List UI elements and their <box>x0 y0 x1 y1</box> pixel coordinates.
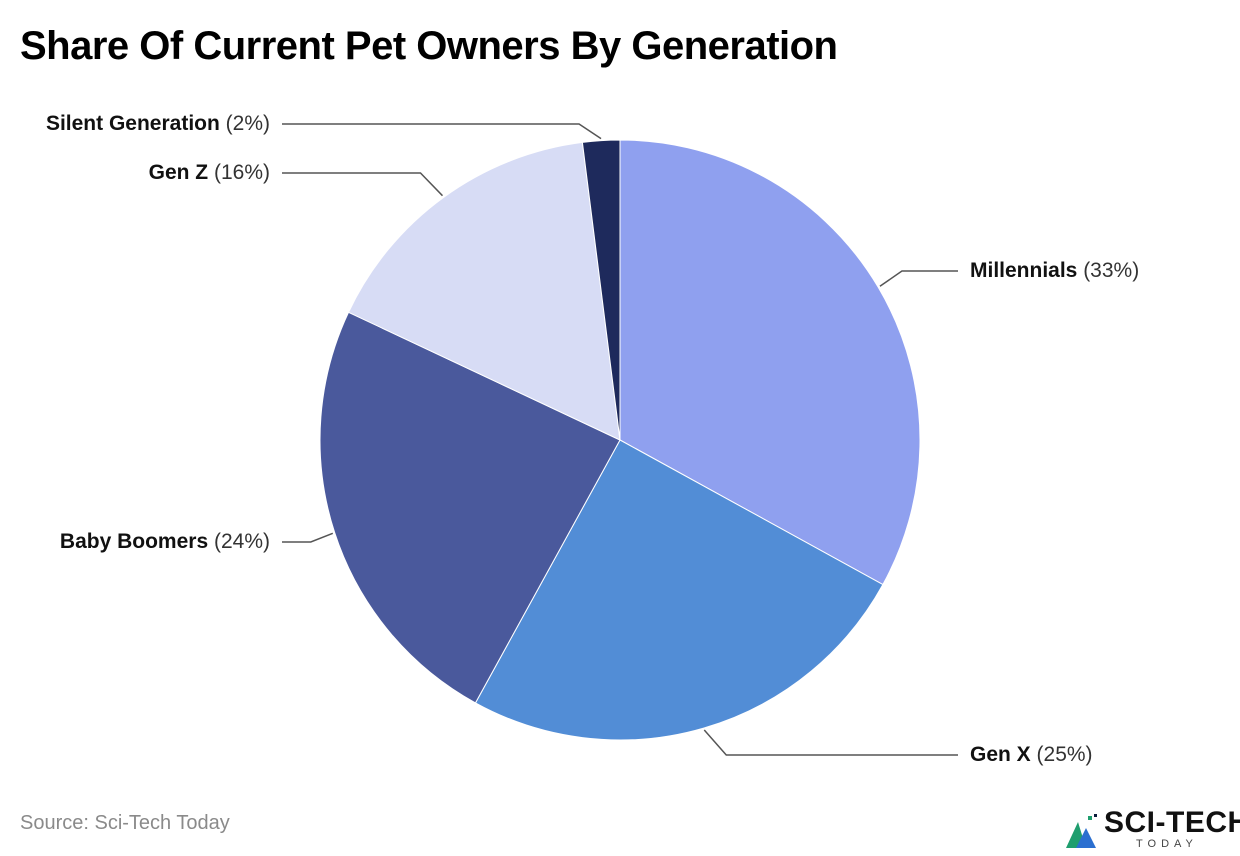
slice-label-silent-generation: Silent Generation (2%) <box>46 112 270 135</box>
slice-label-name: Baby Boomers <box>60 530 208 553</box>
pie-slice-silent-generation <box>581 139 621 441</box>
chart-title: Share Of Current Pet Owners By Generatio… <box>20 24 838 68</box>
pie-slice-gen-z <box>347 141 621 441</box>
pie-slice-millennials <box>619 139 921 586</box>
slice-label-value: (25%) <box>1031 743 1093 766</box>
pie-slice-baby-boomers <box>319 311 621 704</box>
leader-line-millennials <box>879 270 958 287</box>
slice-label-value: (2%) <box>220 112 270 135</box>
pie-slices <box>319 139 921 741</box>
logo-subtext: TODAY <box>1136 838 1198 850</box>
slice-label-value: (24%) <box>208 530 270 553</box>
leader-line-baby-boomers <box>282 532 334 543</box>
slice-label-name: Millennials <box>970 259 1077 282</box>
slice-label-name: Gen X <box>970 743 1031 766</box>
slice-label-gen-z: Gen Z (16%) <box>149 161 270 184</box>
pie-slice-gen-x <box>474 439 884 741</box>
logo-wordmark: SCI-TECH <box>1104 806 1240 839</box>
slice-label-baby-boomers: Baby Boomers (24%) <box>60 530 270 553</box>
slice-labels: Millennials (33%) Gen X (25%) Baby Boomers… <box>46 112 1139 766</box>
sci-tech-logo: SCI-TECH TODAY <box>1064 806 1240 852</box>
pie-chart: Millennials (33%) Gen X (25%) Baby Boomers… <box>46 112 1139 766</box>
leader-line-gen-z <box>282 172 444 197</box>
slice-label-name: Gen Z <box>149 161 209 184</box>
leader-line-gen-x <box>703 729 958 756</box>
slice-label-gen-x: Gen X (25%) <box>970 743 1093 766</box>
source-note: Source: Sci-Tech Today <box>20 812 230 834</box>
slice-label-name: Silent Generation <box>46 112 220 135</box>
slice-label-value: (16%) <box>208 161 270 184</box>
logo-mark-icon <box>1066 814 1097 848</box>
slice-label-millennials: Millennials (33%) <box>970 259 1139 282</box>
leader-line-silent-generation <box>282 123 602 140</box>
leader-lines <box>282 123 958 756</box>
slice-label-value: (33%) <box>1077 259 1139 282</box>
